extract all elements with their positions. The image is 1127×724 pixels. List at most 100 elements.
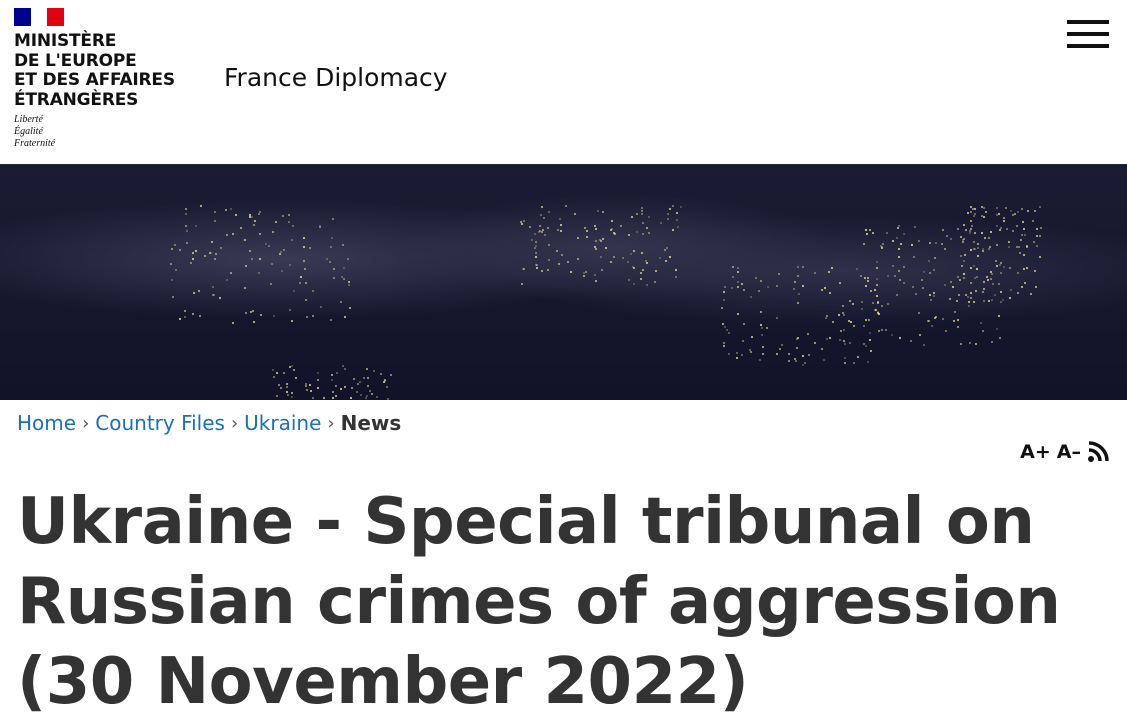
city-light	[369, 390, 372, 393]
city-light	[309, 247, 312, 250]
city-light	[1020, 239, 1023, 242]
city-light	[998, 314, 1001, 317]
city-light	[981, 249, 984, 252]
city-light	[311, 314, 314, 317]
city-light	[865, 345, 867, 348]
city-light	[867, 360, 870, 363]
city-light	[970, 210, 973, 213]
city-light	[1023, 268, 1026, 270]
city-light	[741, 354, 744, 357]
city-light	[210, 251, 213, 254]
city-light	[539, 229, 542, 232]
city-light	[749, 350, 752, 353]
city-light	[290, 238, 293, 241]
city-light	[212, 285, 215, 288]
city-light	[1000, 300, 1003, 303]
decrease-font-button[interactable]: A–	[1056, 441, 1081, 463]
city-light	[254, 220, 257, 222]
city-light	[736, 271, 739, 274]
city-light	[640, 277, 643, 280]
city-light	[309, 384, 312, 387]
city-light	[988, 248, 991, 251]
city-light	[208, 252, 211, 255]
city-light	[897, 247, 900, 250]
city-light	[824, 316, 827, 319]
city-light	[801, 363, 804, 366]
city-light	[583, 274, 586, 277]
city-light	[570, 271, 573, 274]
city-light	[839, 282, 842, 285]
city-light	[974, 248, 977, 251]
city-light	[534, 244, 537, 247]
city-light	[546, 227, 549, 230]
city-light	[547, 268, 550, 271]
city-light	[875, 261, 878, 264]
city-light	[189, 262, 192, 265]
city-light	[999, 228, 1002, 231]
city-light	[976, 246, 979, 249]
city-light	[981, 232, 984, 235]
city-light	[998, 337, 1001, 340]
city-light	[305, 315, 308, 318]
city-light	[851, 303, 854, 306]
city-light	[258, 272, 261, 275]
city-light	[879, 244, 882, 247]
city-light	[534, 246, 537, 249]
city-light	[1000, 291, 1003, 294]
breadcrumb-ukraine[interactable]: Ukraine	[244, 411, 322, 435]
city-light	[257, 212, 260, 215]
city-light	[964, 254, 967, 257]
hamburger-icon[interactable]	[1067, 20, 1109, 50]
city-light	[184, 213, 187, 216]
city-light	[340, 276, 343, 279]
site-header: MINISTÈRE DE L'EUROPE ET DES AFFAIRES ÉT…	[0, 0, 1127, 165]
city-light	[659, 257, 661, 260]
city-light	[547, 244, 550, 247]
city-light	[645, 284, 648, 287]
city-light	[1023, 233, 1026, 236]
city-light	[866, 280, 869, 283]
city-light	[671, 229, 674, 232]
city-light	[522, 267, 525, 270]
city-light	[1009, 288, 1012, 291]
city-light	[1016, 271, 1019, 274]
city-light	[855, 268, 858, 271]
city-light	[240, 227, 243, 230]
rss-icon[interactable]	[1087, 441, 1109, 463]
city-light	[981, 205, 984, 208]
city-light	[896, 294, 899, 297]
city-light	[728, 353, 731, 356]
city-light	[211, 293, 214, 296]
city-light	[982, 247, 985, 250]
city-light	[192, 292, 195, 295]
city-light	[194, 224, 197, 227]
city-light	[291, 225, 294, 228]
city-light	[980, 321, 983, 324]
city-light	[316, 378, 319, 381]
breadcrumb-home[interactable]: Home	[17, 411, 77, 435]
site-name[interactable]: France Diplomacy	[224, 63, 448, 92]
city-light	[292, 368, 295, 371]
city-light	[736, 352, 739, 355]
city-light	[860, 275, 863, 278]
city-light	[530, 238, 533, 241]
city-light	[636, 213, 639, 216]
city-light	[288, 309, 291, 312]
city-light	[366, 395, 369, 398]
increase-font-button[interactable]: A+	[1020, 441, 1051, 463]
city-light	[645, 227, 648, 230]
city-light	[534, 233, 537, 236]
city-light	[595, 247, 598, 250]
breadcrumb-country-files[interactable]: Country Files	[95, 411, 225, 435]
city-light	[259, 257, 262, 260]
city-light	[826, 314, 829, 317]
city-light	[601, 238, 604, 241]
city-light	[350, 397, 353, 400]
city-light	[357, 383, 360, 386]
city-light	[724, 286, 727, 289]
ministry-logo[interactable]: MINISTÈRE DE L'EUROPE ET DES AFFAIRES ÉT…	[14, 8, 175, 150]
city-light	[827, 270, 830, 273]
city-light	[305, 384, 308, 387]
city-light	[880, 247, 883, 250]
city-light	[887, 274, 890, 277]
